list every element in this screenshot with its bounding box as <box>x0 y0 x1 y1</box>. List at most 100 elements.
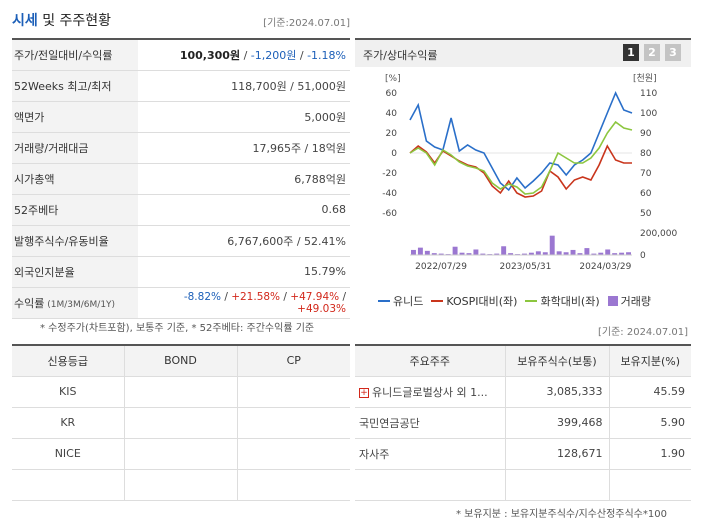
table-row: 수익률 (1M/3M/6M/1Y) -8.82% / +21.58% / +47… <box>12 287 350 319</box>
price-change: -1,200원 <box>250 48 297 62</box>
row-value: 5,000원 <box>138 101 350 133</box>
chart-page-1-button[interactable]: 1 <box>623 44 639 61</box>
legend-label: 거래량 <box>620 295 652 308</box>
agency-cell <box>12 469 124 501</box>
table-row: NICE <box>12 438 350 470</box>
volume-bar <box>598 252 604 255</box>
agency-cell: NICE <box>12 438 124 470</box>
volume-bar <box>501 246 507 255</box>
table-row: 자사주 128,671 1.90 <box>355 438 691 470</box>
volume-bar <box>563 252 569 255</box>
holder-name-cell[interactable]: + 유니드글로벌상사 외 1... <box>355 376 505 408</box>
table-row: 52Weeks 최고/최저 118,700원 / 51,000원 <box>12 70 350 102</box>
expand-plus-icon[interactable]: + <box>359 387 369 398</box>
left-axis-unit: [%] <box>385 74 401 84</box>
table-row: 액면가 5,000원 <box>12 101 350 133</box>
volume-bar <box>605 249 611 255</box>
x-tick-label: 2023/05/31 <box>500 262 552 272</box>
chart-title: 주가/상대수익률 <box>363 49 438 62</box>
base-date: [기준:2024.07.01] <box>263 18 350 29</box>
table-row: 외국인지분율 15.79% <box>12 256 350 288</box>
chart-header: 주가/상대수익률 1 2 3 <box>355 38 691 67</box>
volume-bar <box>626 252 631 255</box>
table-header-row: 주요주주 보유주식수(보통) 보유지분(%) <box>355 345 691 377</box>
returns-value: -8.82% / +21.58% / +47.94% / +49.03% <box>138 287 350 319</box>
column-header: 보유주식수(보통) <box>504 345 609 377</box>
table-row: KR <box>12 407 350 439</box>
row-value: 118,700원 / 51,000원 <box>138 70 350 102</box>
holder-pct <box>608 469 691 501</box>
row-label: 52Weeks 최고/최저 <box>12 70 138 102</box>
return-1y: +49.03% <box>297 302 346 315</box>
legend-item: 유니드 <box>378 293 423 309</box>
legend-line-icon <box>525 300 538 302</box>
separator: / <box>220 290 232 303</box>
left-tick-label: 20 <box>386 129 398 139</box>
bond-cell <box>123 376 237 408</box>
cp-cell <box>236 407 350 439</box>
volume-bar <box>424 250 430 255</box>
right-tick-label: 50 <box>640 209 652 219</box>
volume-bar <box>577 253 583 255</box>
shareholders-table: 주요주주 보유주식수(보통) 보유지분(%) + 유니드글로벌상사 외 1... … <box>355 344 691 501</box>
table-header-row: 신용등급 BOND CP <box>12 345 350 377</box>
volume-bar <box>619 252 625 255</box>
chart-pager: 1 2 3 <box>623 44 681 61</box>
cp-cell <box>236 376 350 408</box>
holder-name: 유니드글로벌상사 외 1... <box>372 385 488 399</box>
table-row: 국민연금공단 399,468 5.90 <box>355 407 691 439</box>
holder-shares: 399,468 <box>504 407 609 439</box>
legend-line-icon <box>378 300 390 302</box>
chart-page-2-button[interactable]: 2 <box>644 44 660 61</box>
cp-cell <box>236 438 350 470</box>
holder-pct: 1.90 <box>608 438 691 470</box>
price-table: 주가/전일대비/수익률 100,300원 / -1,200원 / -1.18% … <box>12 38 350 319</box>
volume-bar <box>480 253 486 255</box>
stock-chart: [%] [천원] 60 40 20 0 -20 -40 -60 110 100 90 80 70 60 50 2… <box>382 73 677 272</box>
row-label: 수익률 (1M/3M/6M/1Y) <box>12 287 138 319</box>
column-header: BOND <box>123 345 237 377</box>
returns-label: 수익률 <box>14 296 45 310</box>
volume-bar <box>522 253 527 255</box>
agency-cell: KR <box>12 407 124 439</box>
base-date-2: [기준: 2024.07.01] <box>598 327 689 338</box>
chart-legend: 유니드 KOSPI대비(좌) 화학대비(좌) 거래량 <box>378 293 651 309</box>
table-row <box>355 469 691 501</box>
current-price: 100,300원 <box>179 48 241 62</box>
x-tick-label: 2022/07/29 <box>415 262 467 272</box>
volume-bar <box>508 253 514 255</box>
table-row: 주가/전일대비/수익률 100,300원 / -1,200원 / -1.18% <box>12 39 350 71</box>
agency-cell: KIS <box>12 376 124 408</box>
right-tick-label: 80 <box>640 149 652 159</box>
holder-shares <box>504 469 609 501</box>
separator: / <box>296 48 308 62</box>
bond-cell <box>123 469 237 501</box>
column-header: CP <box>236 345 350 377</box>
right-tick-label: 60 <box>640 189 652 199</box>
series-line <box>409 91 633 192</box>
legend-item: 거래량 <box>607 293 652 309</box>
holder-shares: 3,085,333 <box>504 376 609 408</box>
table-row <box>12 469 350 501</box>
row-value: 17,965주 / 18억원 <box>138 132 350 164</box>
price-value: 100,300원 / -1,200원 / -1.18% <box>138 39 350 71</box>
bond-cell <box>123 407 237 439</box>
separator: / <box>280 290 291 303</box>
row-label: 주가/전일대비/수익률 <box>12 39 138 71</box>
volume-bar <box>411 249 416 255</box>
chart-page-3-button[interactable]: 3 <box>665 44 681 61</box>
return-6m: +47.94% <box>290 290 340 303</box>
volume-bar <box>417 247 423 255</box>
volume-bar <box>528 252 534 255</box>
volume-bar <box>584 248 590 255</box>
column-header: 주요주주 <box>355 345 505 377</box>
returns-period: (1M/3M/6M/1Y) <box>44 299 116 310</box>
row-label: 거래량/거래대금 <box>12 132 138 164</box>
volume-bar <box>459 252 465 255</box>
x-tick-label: 2024/03/29 <box>579 262 631 272</box>
separator: / <box>240 48 251 62</box>
legend-line-icon <box>431 300 444 302</box>
holder-pct: 5.90 <box>608 407 691 439</box>
left-tick-label: -40 <box>382 189 397 199</box>
volume-bar <box>542 252 548 255</box>
